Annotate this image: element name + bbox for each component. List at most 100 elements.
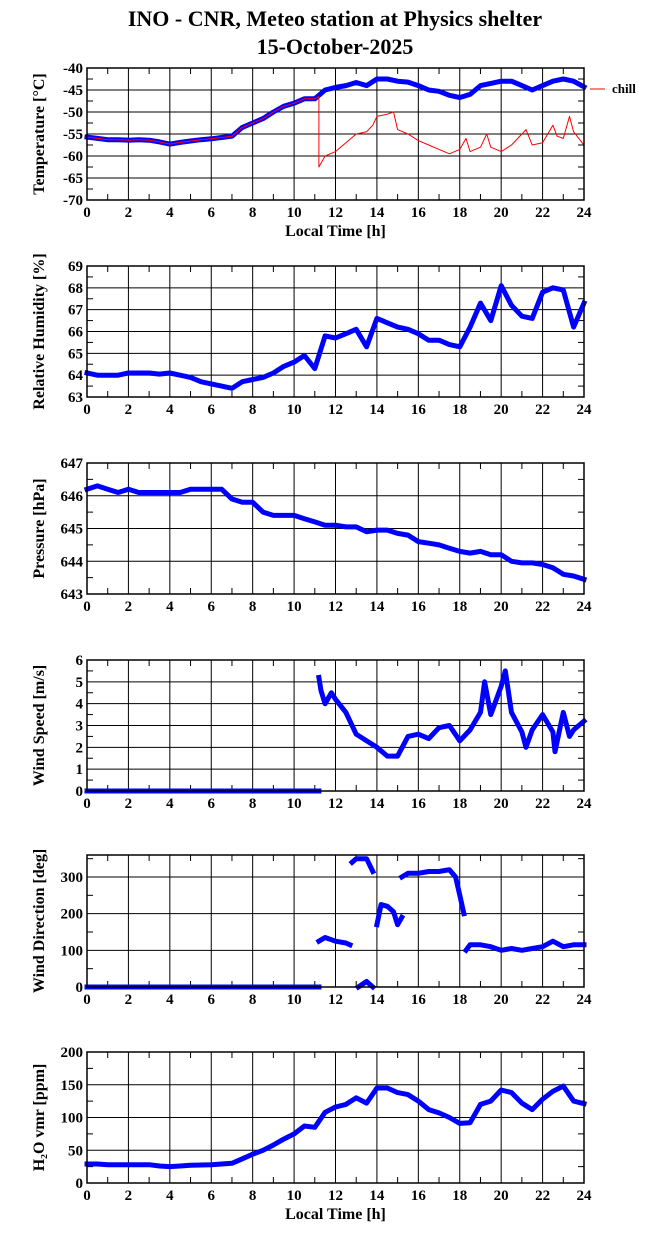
- y-tick-label: 4: [76, 697, 84, 713]
- x-tick-label: 24: [577, 796, 593, 812]
- chart-subtitle-date: 15-October-2025: [257, 34, 414, 59]
- plot-frame: [86, 67, 585, 201]
- panel-2: 0 2 4 6 8 10 12 14 16 18 20 22 2463646566676869Relat…: [31, 253, 592, 418]
- x-tick-label: 4: [166, 402, 174, 418]
- x-tick-label: 16: [411, 599, 427, 615]
- legend-label: chill: [612, 81, 636, 96]
- y-tick-label: 68: [68, 281, 83, 297]
- x-tick-label: 22: [535, 599, 550, 615]
- y-tick-label: -40: [63, 61, 83, 77]
- y-tick-label: 0: [76, 784, 84, 800]
- x-tick-label: 4: [166, 1188, 174, 1204]
- x-tick-label: 14: [369, 796, 385, 812]
- x-tick-label: 20: [494, 1188, 509, 1204]
- x-tick-label: 22: [535, 1188, 550, 1204]
- y-tick-label: 150: [61, 1078, 84, 1094]
- x-tick-label: 12: [328, 599, 343, 615]
- x-tick-label: 4: [166, 992, 174, 1008]
- x-tick-label: 8: [249, 599, 257, 615]
- x-tick-label: 8: [249, 796, 257, 812]
- x-tick-label: 0: [83, 796, 91, 812]
- x-tick-label: 16: [411, 1188, 427, 1204]
- x-tick-label: 22: [535, 992, 550, 1008]
- x-tick-label: 6: [208, 1188, 216, 1204]
- y-tick-label: 100: [61, 1111, 84, 1127]
- data-series-line: [354, 979, 377, 991]
- x-tick-label: 24: [577, 1188, 593, 1204]
- x-tick-label: 6: [208, 992, 216, 1008]
- x-tick-label: 16: [411, 992, 427, 1008]
- panel-1: 0 2 4 6 8 10 12 14 16 18 20 22 24-70-65-60-55-50-45-…: [31, 61, 636, 240]
- x-tick-label: 12: [328, 1188, 343, 1204]
- y-tick-label: 644: [61, 554, 84, 570]
- y-tick-label: 0: [76, 1176, 84, 1192]
- x-tick-label: 2: [125, 402, 133, 418]
- y-tick-label: 3: [76, 719, 84, 735]
- y-tick-label: 0: [76, 980, 84, 996]
- x-tick-label: 0: [83, 205, 91, 221]
- x-tick-label: 2: [125, 1188, 133, 1204]
- x-tick-label: 22: [535, 402, 550, 418]
- x-tick-label: 2: [125, 205, 133, 221]
- plot-frame: [86, 1051, 585, 1184]
- x-tick-label: 16: [411, 796, 427, 812]
- x-tick-label: 4: [166, 599, 174, 615]
- y-tick-label: -50: [63, 105, 83, 121]
- x-tick-label: 8: [249, 402, 257, 418]
- x-tick-label: 16: [411, 402, 427, 418]
- x-axis-label: Local Time [h]: [285, 1206, 386, 1223]
- x-tick-label: 22: [535, 796, 550, 812]
- x-tick-label: 4: [166, 205, 174, 221]
- x-tick-label: 24: [577, 599, 593, 615]
- x-tick-label: 4: [166, 796, 174, 812]
- plot-frame: [86, 659, 585, 792]
- data-series-line: [83, 483, 588, 583]
- y-tick-label: 64: [68, 368, 84, 384]
- y-axis-label: H₂O vmr [ppm]: [31, 1064, 48, 1172]
- y-tick-label: 67: [68, 303, 84, 319]
- data-series-line: [84, 283, 588, 391]
- plot-frame: [86, 854, 585, 988]
- x-tick-label: 10: [287, 205, 302, 221]
- data-series-line: [462, 938, 587, 954]
- y-axis-label: Wind Direction [deg]: [31, 849, 48, 993]
- x-tick-label: 12: [328, 402, 343, 418]
- x-tick-label: 2: [125, 599, 133, 615]
- y-tick-label: 63: [68, 390, 83, 406]
- x-tick-label: 14: [369, 205, 385, 221]
- x-tick-label: 8: [249, 992, 257, 1008]
- data-series-line: [348, 856, 377, 875]
- x-tick-label: 16: [411, 205, 427, 221]
- x-tick-label: 2: [125, 992, 133, 1008]
- x-tick-label: 6: [208, 205, 216, 221]
- x-tick-label: 18: [452, 1188, 467, 1204]
- y-axis-label: Relative Humidity [%]: [31, 253, 48, 409]
- x-tick-label: 0: [83, 1188, 91, 1204]
- x-tick-label: 18: [452, 599, 467, 615]
- y-axis-label: Temperature [°C]: [31, 73, 48, 194]
- y-axis-label: Pressure [hPa]: [31, 478, 48, 578]
- x-tick-label: 14: [369, 1188, 385, 1204]
- x-tick-label: 14: [369, 992, 385, 1008]
- x-tick-label: 24: [577, 402, 593, 418]
- y-tick-label: -70: [63, 193, 83, 209]
- x-tick-label: 20: [494, 205, 509, 221]
- x-tick-label: 18: [452, 205, 467, 221]
- x-axis-label: Local Time [h]: [285, 223, 386, 240]
- x-tick-label: 20: [494, 796, 509, 812]
- y-tick-label: 643: [61, 587, 84, 603]
- y-tick-label: 100: [61, 943, 84, 959]
- x-tick-label: 10: [287, 599, 302, 615]
- x-tick-label: 18: [452, 796, 467, 812]
- data-series-line: [398, 867, 467, 917]
- y-tick-label: -65: [63, 171, 83, 187]
- x-tick-label: 6: [208, 796, 216, 812]
- y-tick-label: 645: [61, 522, 84, 538]
- data-series-line: [315, 935, 354, 949]
- x-tick-label: 12: [328, 992, 343, 1008]
- x-tick-label: 6: [208, 402, 216, 418]
- y-axis-label: Wind Speed [m/s]: [31, 665, 48, 787]
- y-tick-label: 200: [61, 1045, 84, 1061]
